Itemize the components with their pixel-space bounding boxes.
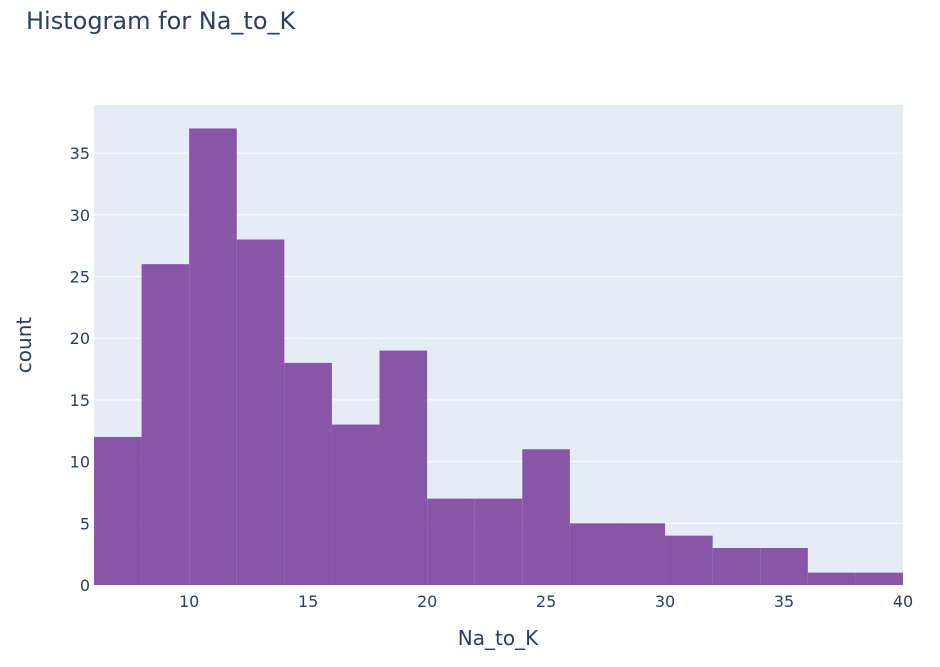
y-tick-label: 30	[70, 206, 90, 225]
chart-title: Histogram for Na_to_K	[26, 7, 297, 35]
x-tick-label: 15	[298, 592, 318, 611]
histogram-bar	[141, 264, 190, 585]
histogram-bar	[522, 449, 570, 585]
y-tick-label: 25	[70, 268, 90, 287]
y-tick-label: 35	[70, 144, 90, 163]
histogram-bar	[189, 128, 237, 585]
histogram-bar	[760, 547, 808, 585]
x-tick-label: 20	[417, 592, 437, 611]
x-axis-ticks: 10 15 20 25 30 35 40	[179, 592, 913, 611]
y-tick-label: 0	[80, 576, 90, 595]
histogram-bar	[236, 239, 285, 585]
x-tick-label: 10	[179, 592, 199, 611]
y-axis-ticks: 0 5 10 15 20 25 30 35	[70, 144, 90, 595]
histogram-bar	[712, 547, 761, 585]
histogram-bar	[331, 424, 380, 585]
x-tick-label: 25	[536, 592, 556, 611]
y-tick-label: 10	[70, 453, 90, 472]
histogram-bar	[617, 523, 666, 585]
histogram-bar	[665, 535, 713, 585]
bars	[94, 128, 903, 585]
histogram-bar	[807, 572, 856, 585]
histogram-bar	[284, 362, 332, 585]
histogram-bar	[569, 523, 618, 585]
y-tick-label: 20	[70, 329, 90, 348]
histogram-bar	[94, 436, 142, 585]
y-tick-label: 5	[80, 514, 90, 533]
x-tick-label: 40	[893, 592, 913, 611]
x-tick-label: 30	[655, 592, 675, 611]
histogram-bar	[379, 350, 428, 585]
y-axis-title: count	[12, 317, 36, 374]
histogram-bar	[474, 498, 523, 585]
x-axis-title: Na_to_K	[458, 626, 539, 650]
x-tick-label: 35	[774, 592, 794, 611]
histogram-bar	[855, 572, 903, 585]
histogram-bar	[427, 498, 475, 585]
y-tick-label: 15	[70, 391, 90, 410]
